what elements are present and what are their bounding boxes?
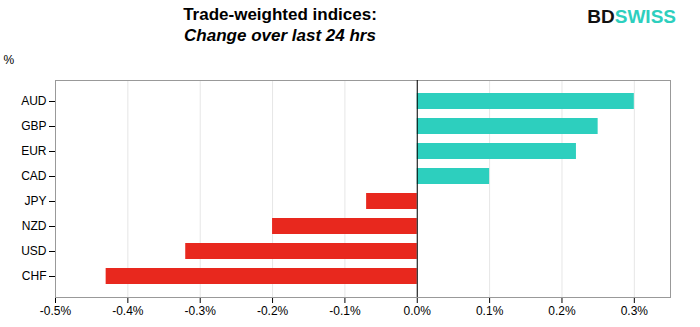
- svg-text:USD: USD: [21, 244, 47, 258]
- html-text:Change over last 24 hrs: Change over last 24 hrs: [184, 26, 376, 45]
- svg-text:AUD: AUD: [21, 94, 47, 108]
- svg-text:EUR: EUR: [21, 144, 47, 158]
- svg-text:-0.4%: -0.4%: [112, 304, 144, 318]
- svg-text:%: %: [4, 53, 15, 67]
- svg-text:-0.3%: -0.3%: [185, 304, 217, 318]
- svg-text:0.1%: 0.1%: [476, 304, 504, 318]
- html-text:Trade-weighted indices:: Trade-weighted indices:: [183, 5, 377, 24]
- html-text:BD SWISS: BD SWISS: [587, 6, 676, 27]
- svg-text:NZD: NZD: [22, 219, 47, 233]
- svg-text:0.3%: 0.3%: [621, 304, 649, 318]
- svg-text:0.2%: 0.2%: [548, 304, 576, 318]
- svg-text:-0.1%: -0.1%: [329, 304, 361, 318]
- svg-text:JPY: JPY: [24, 194, 46, 208]
- svg-text:-0.2%: -0.2%: [257, 304, 289, 318]
- svg-text:CAD: CAD: [21, 169, 47, 183]
- svg-text:-0.5%: -0.5%: [40, 304, 72, 318]
- svg-text:GBP: GBP: [21, 119, 46, 133]
- svg-text:0.0%: 0.0%: [404, 304, 432, 318]
- svg-text:CHF: CHF: [22, 269, 47, 283]
